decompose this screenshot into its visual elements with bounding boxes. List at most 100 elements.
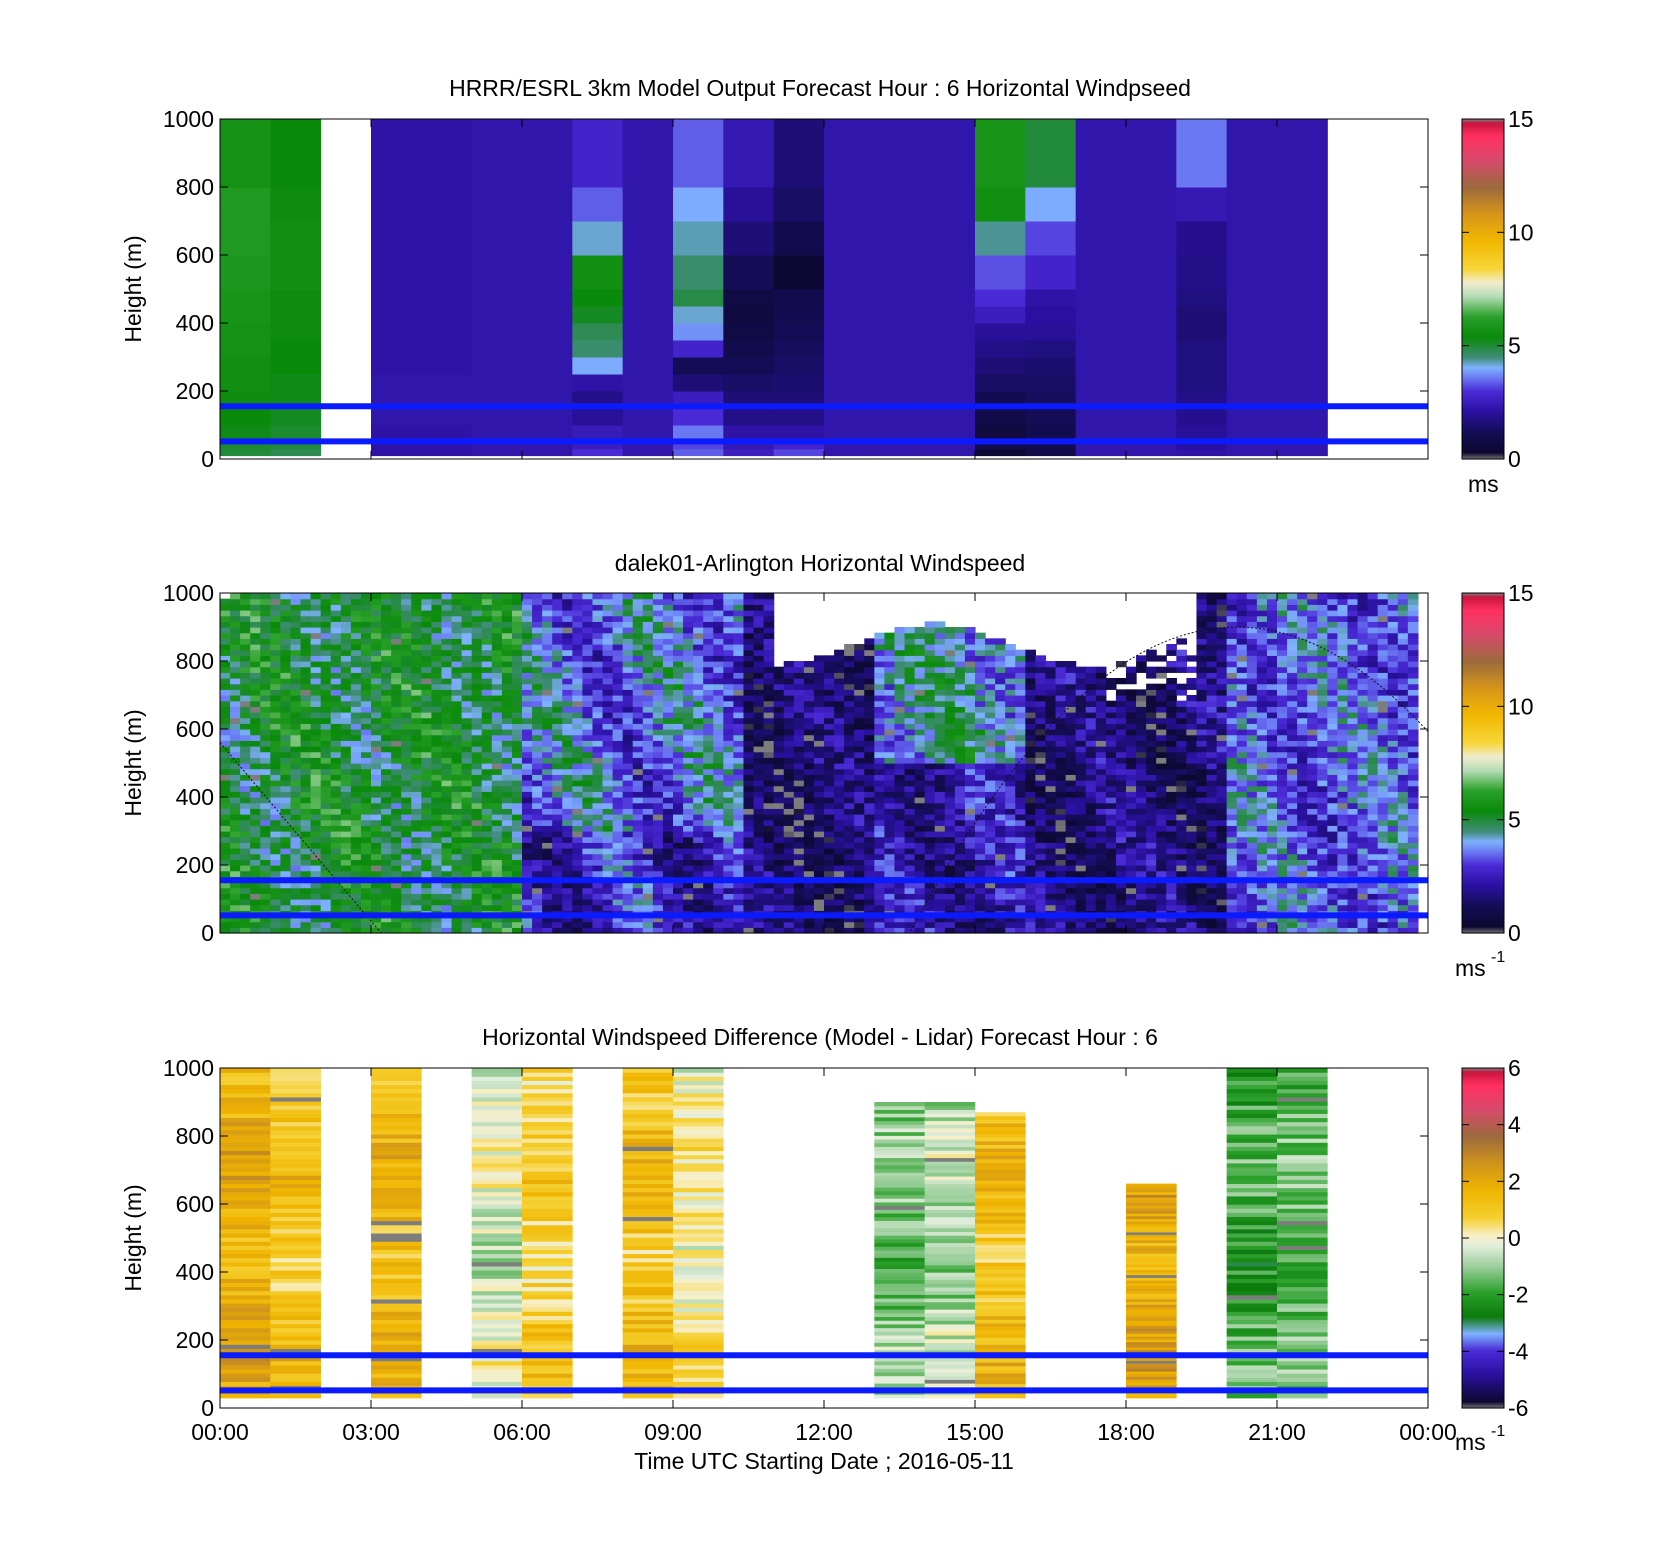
lidar-cell [743, 825, 755, 832]
lidar-cell [421, 734, 432, 741]
lidar-cell [371, 831, 382, 838]
lidar-cell [733, 853, 745, 860]
lidar-cell [300, 819, 312, 826]
lidar-cell [632, 666, 644, 673]
lidar-cell [340, 893, 352, 900]
lidar-cell [723, 678, 734, 685]
lidar-cell [522, 655, 533, 662]
lidar-cell [602, 593, 614, 600]
lidar-cell [260, 734, 271, 741]
lidar-cell [652, 780, 664, 787]
lidar-cell [944, 893, 956, 900]
lidar-cell [944, 644, 956, 651]
lidar-cell [662, 700, 674, 707]
lidar-cell [884, 814, 896, 821]
model-cell [1025, 119, 1077, 188]
lidar-cell [401, 899, 412, 906]
lidar-cell [280, 927, 292, 934]
lidar-cell [854, 802, 865, 809]
lidar-cell [360, 740, 372, 747]
model-cell [220, 187, 271, 222]
lidar-cell [753, 683, 765, 690]
lidar-cell [371, 751, 382, 758]
lidar-cell [874, 785, 885, 792]
lidar-cell [592, 712, 604, 719]
lidar-cell [964, 859, 976, 866]
lidar-cell [723, 825, 734, 832]
lidar-cell [884, 831, 896, 838]
model-cell [270, 357, 322, 375]
lidar-cell [220, 780, 231, 787]
lidar-cell [491, 712, 503, 719]
model-cell [421, 221, 473, 256]
lidar-cell [914, 666, 926, 673]
model-cell [824, 119, 875, 188]
lidar-cell [220, 899, 231, 906]
lidar-cell [300, 717, 312, 724]
lidar-cell [572, 814, 583, 821]
lidar-cell [773, 706, 785, 713]
lidar-cell [914, 746, 926, 753]
lidar-cell [582, 859, 594, 866]
lidar-cell [360, 746, 372, 753]
lidar-cell [471, 604, 483, 611]
lidar-cell [914, 808, 926, 815]
lidar-cell [834, 825, 845, 832]
lidar-cell [975, 746, 986, 753]
lidar-cell [874, 927, 885, 934]
lidar-cell [723, 916, 734, 923]
lidar-cell [411, 729, 422, 736]
lidar-cell [421, 706, 432, 713]
lidar-cell [562, 689, 573, 696]
lidar-cell [260, 916, 271, 923]
lidar-cell [491, 904, 503, 911]
lidar-cell [522, 734, 533, 741]
lidar-cell [673, 927, 684, 934]
lidar-cell [753, 859, 765, 866]
lidar-cell [320, 632, 332, 639]
lidar-cell [642, 853, 654, 860]
lidar-cell [924, 882, 936, 889]
lidar-cell [552, 746, 563, 753]
lidar-cell [542, 649, 553, 656]
lidar-cell [652, 632, 664, 639]
lidar-cell [975, 836, 986, 843]
lidar-cell [944, 712, 956, 719]
lidar-cell [934, 621, 946, 628]
lidar-cell [592, 774, 604, 781]
lidar-cell [411, 927, 422, 934]
lidar-cell [270, 859, 281, 866]
lidar-cell [582, 661, 594, 668]
lidar-cell [743, 672, 755, 679]
lidar-cell [280, 729, 292, 736]
lidar-cell [944, 791, 956, 798]
lidar-cell [652, 859, 664, 866]
lidar-cell [874, 774, 885, 781]
lidar-cell [552, 819, 563, 826]
lidar-cell [803, 797, 815, 804]
lidar-cell [693, 621, 704, 628]
lidar-cell [522, 899, 533, 906]
lidar-cell [411, 751, 422, 758]
lidar-cell [320, 746, 332, 753]
lidar-cell [773, 746, 785, 753]
lidar-cell [391, 712, 402, 719]
lidar-cell [501, 904, 513, 911]
lidar-cell [934, 763, 946, 770]
lidar-cell [290, 627, 302, 634]
lidar-cell [220, 768, 231, 775]
lidar-cell [683, 893, 694, 900]
lidar-cell [612, 780, 624, 787]
lidar-cell [230, 831, 241, 838]
lidar-cell [622, 791, 634, 798]
lidar-cell [964, 842, 976, 849]
lidar-cell [924, 768, 936, 775]
lidar-cell [944, 836, 956, 843]
lidar-cell [924, 644, 936, 651]
lidar-cell [924, 672, 936, 679]
colorbar-swatch [1462, 433, 1504, 436]
lidar-cell [874, 678, 885, 685]
lidar-cell [924, 865, 936, 872]
lidar-cell [582, 604, 594, 611]
lidar-cell [985, 904, 996, 911]
